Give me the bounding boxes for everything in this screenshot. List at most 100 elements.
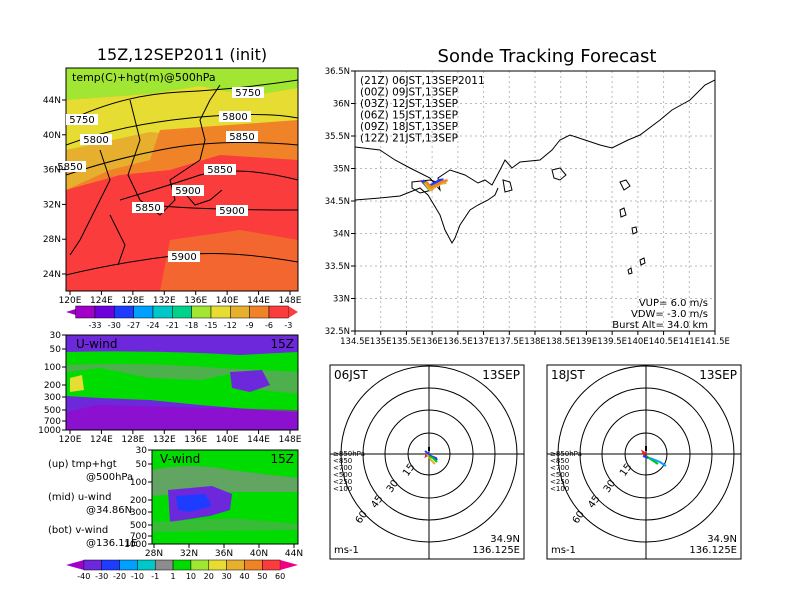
x-tick-label: 128E: [121, 296, 144, 306]
ring-label: 45: [586, 494, 602, 511]
x-tick-label: 144E: [247, 296, 270, 306]
ring-label: 15: [618, 462, 634, 479]
x-tick-label: 140.5E: [649, 337, 679, 347]
hodo-trace: [428, 455, 438, 463]
y-tick-label: 700: [130, 532, 147, 542]
colorbar-swatch: [268, 305, 289, 319]
x-tick-label: 134.5E: [340, 337, 370, 347]
colorbar-swatch: [137, 559, 156, 571]
x-tick-label: 138.5E: [546, 337, 576, 347]
pressure-legend-entry: <250: [550, 478, 569, 486]
x-tick-label: 139E: [576, 337, 598, 347]
x-tick-label: 40N: [250, 549, 268, 559]
v-wind-x-ticks: 28N 32N 36N 40N 44N: [145, 544, 303, 559]
colorbar-tick-label: -1: [151, 572, 159, 581]
x-tick-label: 136E: [421, 337, 443, 347]
y-tick-label: 300: [44, 393, 61, 403]
x-tick-label: 128E: [121, 435, 144, 445]
contour-label-bg: [54, 161, 86, 172]
x-tick-label: 124E: [90, 296, 113, 306]
y-tick-label: 500: [130, 521, 147, 531]
y-tick-label: 40N: [43, 131, 61, 141]
y-tick-label: 24N: [43, 270, 61, 280]
map-title: 15Z,12SEP2011 (init): [97, 45, 267, 64]
colorbar-arrow-left: [66, 560, 84, 570]
sonde-title: Sonde Tracking Forecast: [438, 46, 657, 67]
contour-label: 5850: [135, 203, 160, 214]
colorbar-tick-label: -12: [224, 321, 237, 330]
sonde-tracks: [420, 178, 448, 192]
sonde-params: VUP= 6.0 m/s VDW= -3.0 m/s Burst Alt= 34…: [612, 298, 708, 331]
x-tick-label: 32N: [180, 549, 198, 559]
hodo-unit: ms-1: [551, 545, 576, 556]
v-wind-frame: [151, 449, 299, 545]
contour-label: 5800: [83, 135, 108, 146]
pressure-legend-entry: <850: [550, 457, 569, 465]
x-tick-label: 141E: [678, 337, 700, 347]
x-tick-label: 141.5E: [700, 337, 730, 347]
colorbar-swatch: [172, 559, 192, 571]
x-tick-label: 140E: [216, 296, 239, 306]
hodo-lat: 34.9N: [707, 534, 737, 545]
contour-label: 5850: [207, 165, 232, 176]
y-tick-label: 34.5N: [325, 197, 350, 207]
y-tick-label: 33.5N: [325, 262, 350, 272]
legend-entry: (06Z) 15JST,13SEP: [360, 110, 458, 122]
colorbar-tick-label: 50: [257, 572, 267, 581]
x-tick-label: 135E: [370, 337, 392, 347]
y-tick-label: 44N: [43, 96, 61, 106]
colorbar-tick-label: -10: [131, 572, 144, 581]
side-note-6: @136.11E: [86, 538, 137, 549]
side-note-2: @500hPa: [86, 472, 133, 483]
u-wind-field: [66, 335, 298, 430]
x-tick-label: 137E: [473, 337, 495, 347]
y-tick-label: 36N: [43, 166, 61, 176]
y-tick-label: 35N: [333, 165, 350, 175]
y-tick-label: 32.5N: [325, 327, 350, 337]
colorbar-swatch: [244, 559, 263, 571]
side-note-3: (mid) u-wind: [48, 492, 111, 503]
colorbar-tick-label: 20: [204, 572, 214, 581]
temp-field: [66, 68, 298, 291]
pressure-legend-entry: <500: [550, 471, 569, 479]
pressure-legend-entry: ≥850hPa: [333, 450, 365, 458]
hodo-trace: [640, 449, 647, 458]
y-tick-label: 36N: [333, 100, 350, 110]
colorbar-tick-label: 1: [171, 572, 176, 581]
hodo-lon: 136.125E: [689, 545, 737, 556]
map-x-ticks: 120E 124E 128E 132E 136E 140E 144E 148E: [59, 291, 302, 306]
hodo1-frame: [329, 364, 525, 560]
colorbar-tick-label: -33: [88, 321, 101, 330]
ring-label: 15: [401, 462, 417, 479]
sonde-track: [423, 181, 447, 192]
y-tick-label: 300: [130, 508, 147, 518]
x-tick-label: 138E: [524, 337, 546, 347]
contour-label-bg: [216, 205, 248, 216]
x-tick-label: 135.5E: [392, 337, 422, 347]
colorbar-swatch: [94, 305, 115, 319]
v-wind-field: [152, 450, 298, 544]
temp-colorbar: [66, 305, 298, 319]
hodo-trace: [424, 450, 438, 461]
x-tick-label: 132E: [153, 296, 176, 306]
pressure-legend-entry: <700: [550, 464, 569, 472]
pressure-legend-entry: <700: [333, 464, 352, 472]
colorbar-tick-label: 60: [275, 572, 285, 581]
x-tick-label: 148E: [279, 296, 302, 306]
pressure-legend-entry: <250: [333, 478, 352, 486]
side-note-1: (up) tmp+hgt: [48, 459, 117, 470]
colorbar-tick-label: -27: [127, 321, 140, 330]
contour-label-bg: [204, 164, 236, 175]
y-tick-label: 1000: [38, 426, 61, 436]
colorbar-arrow-right: [280, 560, 298, 570]
colorbar-swatch: [114, 305, 134, 319]
side-notes: (up) tmp+hgt @500hPa (mid) u-wind @34.86…: [48, 459, 137, 549]
ring-label: 60: [354, 509, 370, 526]
y-tick-label: 30: [136, 446, 148, 456]
pressure-legend-entry: <850: [333, 457, 352, 465]
colorbar-swatch: [75, 305, 96, 319]
x-tick-label: 140E: [216, 435, 239, 445]
x-tick-label: 148E: [279, 435, 302, 445]
colorbar-tick-label: -24: [146, 321, 159, 330]
